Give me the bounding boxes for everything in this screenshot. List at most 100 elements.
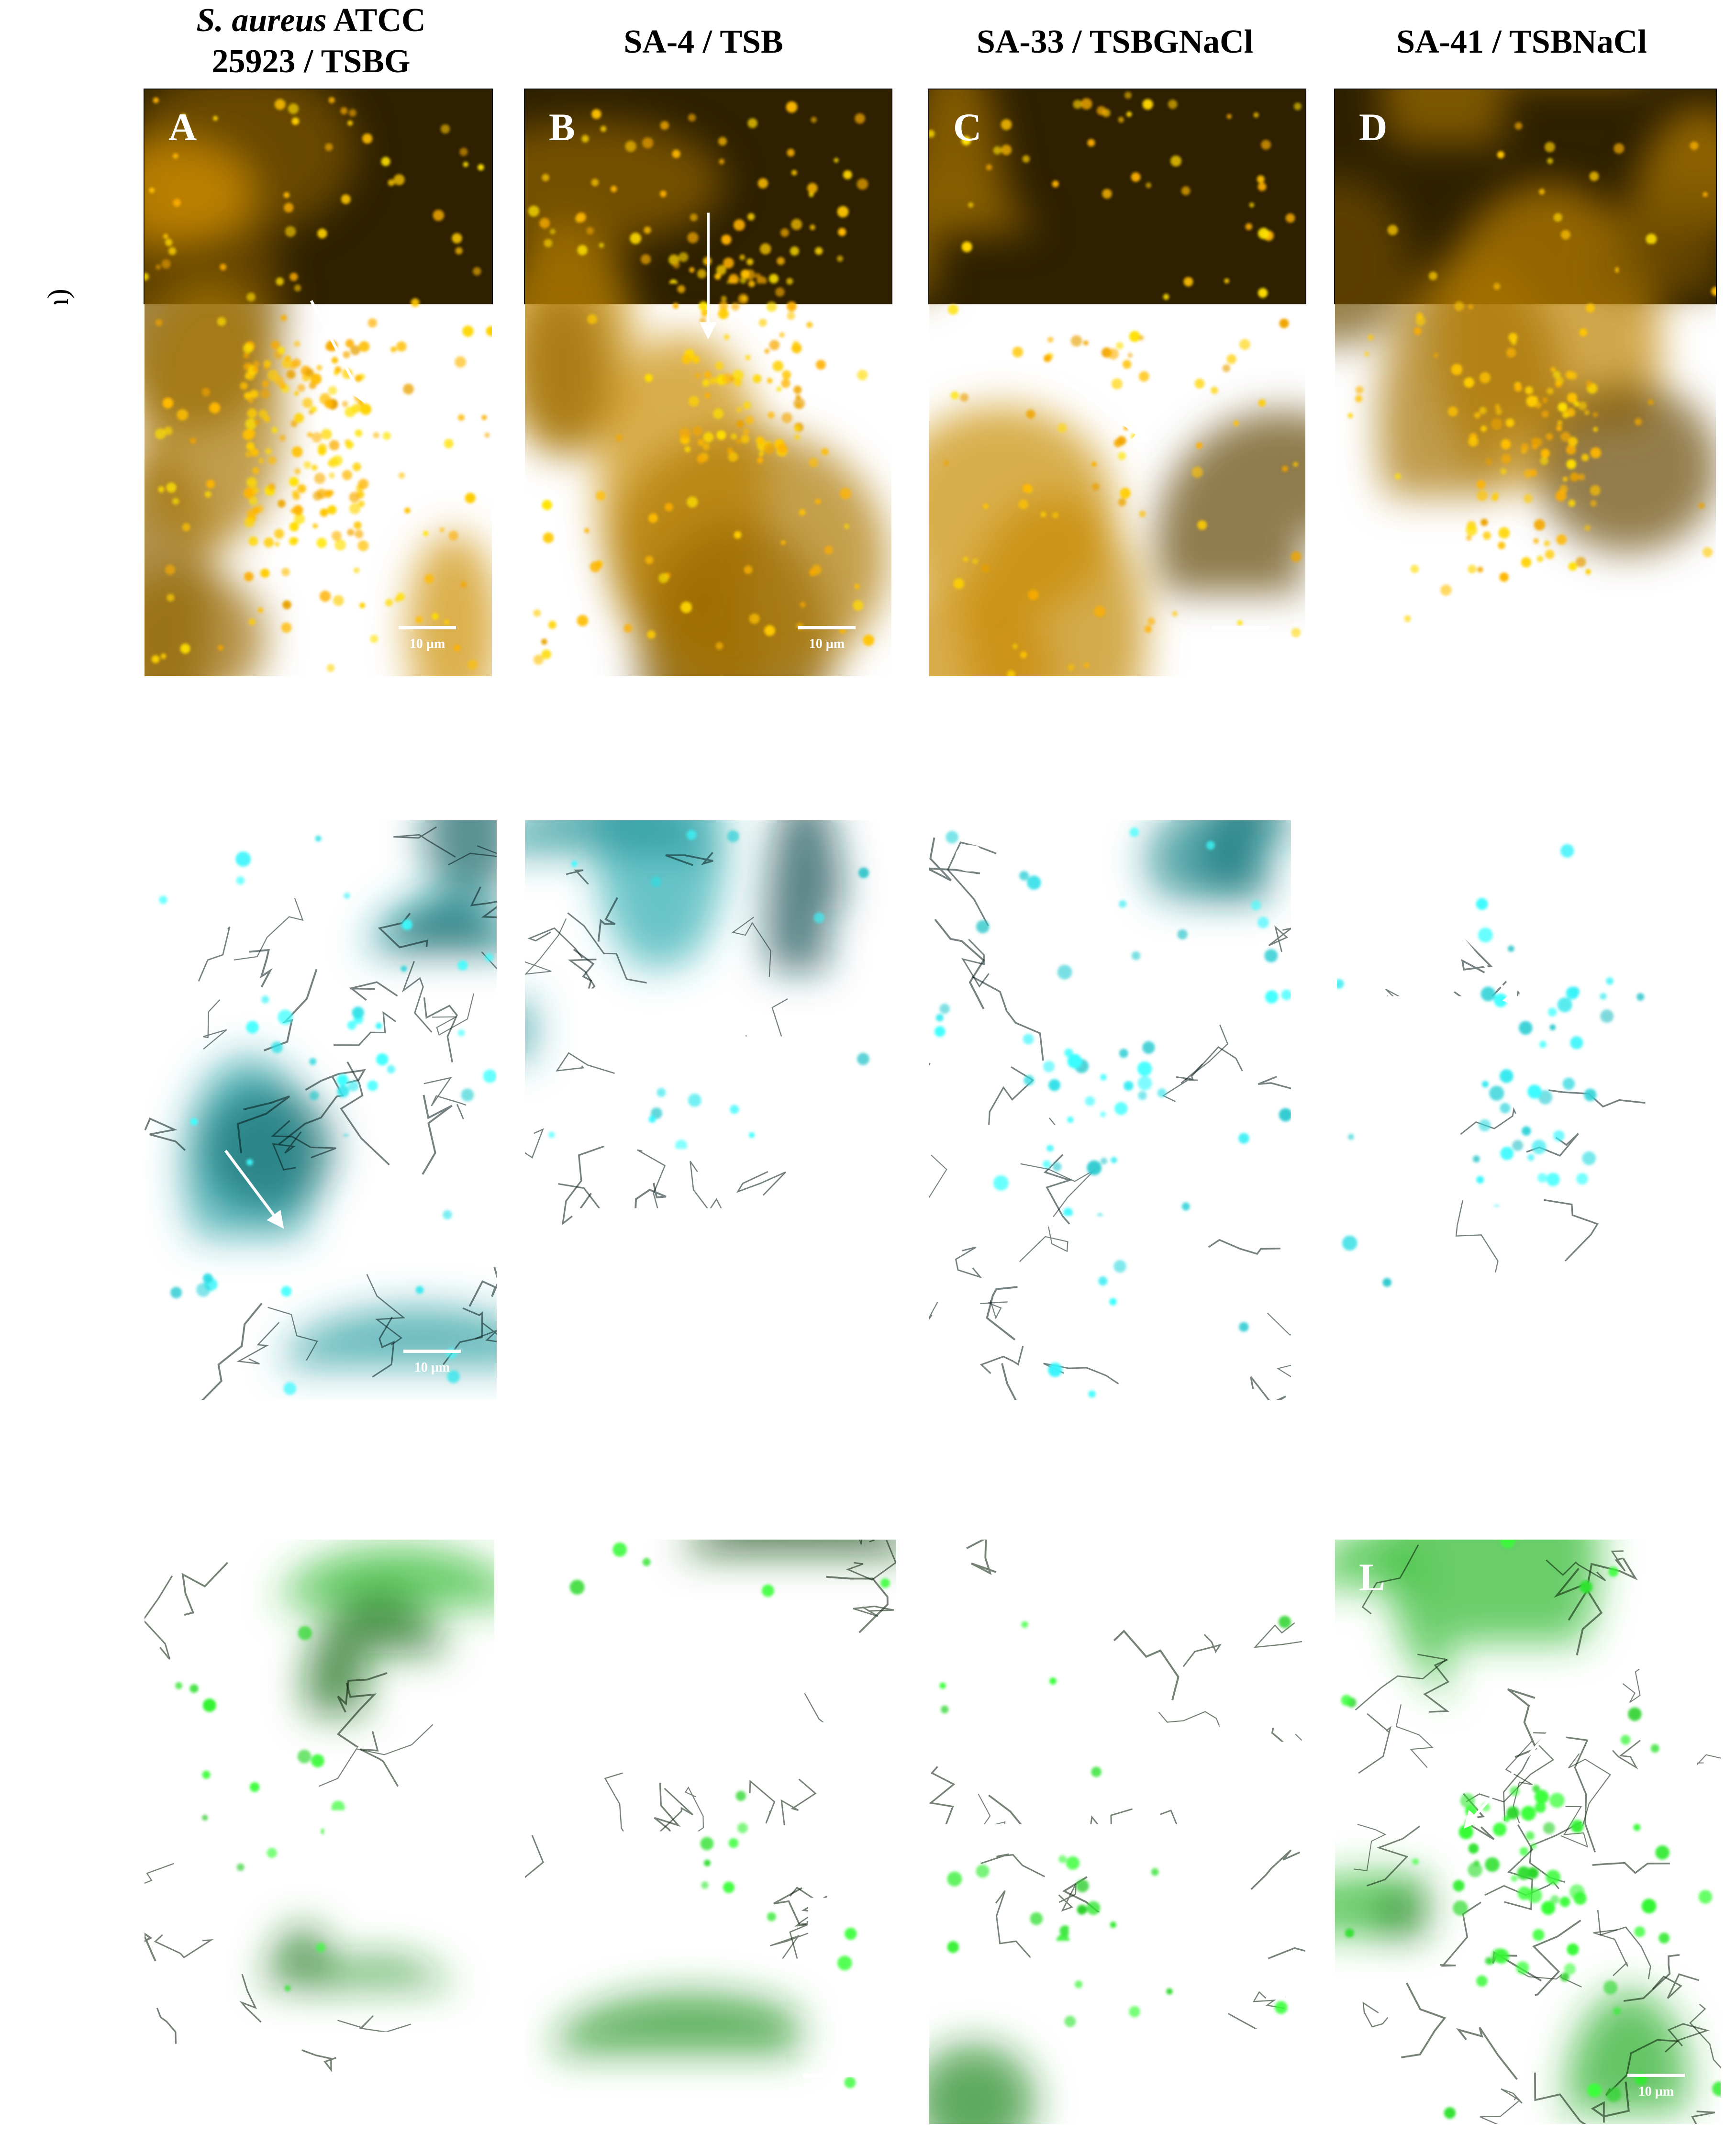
scale-bar-label: 10 µm — [798, 637, 856, 652]
row-label-line2: Cell (WGA stain) — [40, 1534, 82, 2156]
micrograph-image — [525, 89, 891, 676]
panel-letter: A — [168, 105, 197, 150]
scale-bar-label: 10 µm — [401, 2084, 458, 2100]
micrograph-panel-i: I 10 µm — [144, 1539, 495, 2125]
micrograph-image — [929, 1540, 1305, 2124]
scale-bar-label: 10 µm — [793, 1360, 851, 1375]
micrograph-panel-b: B 10 µm — [524, 89, 892, 677]
scale-bar-line — [798, 626, 856, 629]
scale-bar-line — [1212, 626, 1269, 629]
scale-bar-label: 10 µm — [1212, 2084, 1269, 2100]
title-line2: 25923 / TSB — [144, 1489, 479, 1530]
micrograph-image — [525, 1540, 896, 2124]
micrograph-panel-j: J 10 µm — [524, 1539, 897, 2125]
panel-title-h: SA-41 / TSBNaCl — [1330, 749, 1713, 790]
micrograph-panel-k: K 10 µm — [928, 1539, 1306, 2125]
micrograph-image — [145, 820, 497, 1400]
scale-bar-line — [1198, 1350, 1255, 1353]
row-label-line2: Cell (SYPRO stain) — [45, 816, 87, 1438]
panel-letter: L — [1359, 1555, 1385, 1600]
scale-bar-label: 10 µm — [1198, 1360, 1255, 1375]
scale-bar: 10 µm — [399, 626, 456, 644]
scale-bar-line — [1623, 626, 1680, 629]
panel-letter: E — [168, 836, 195, 881]
panel-title-i: S. aureus ATCC 25923 / TSB — [144, 1448, 479, 1530]
scale-bar-label: 10 µm — [803, 2084, 860, 2100]
row-label-wga: CLSM Cell (WGA stain) — [0, 1534, 93, 2156]
scale-bar-line — [803, 2074, 860, 2077]
scale-bar-label: 10 µm — [403, 1360, 461, 1375]
micrograph-image — [929, 820, 1291, 1400]
scale-bar-label: 10 µm — [1628, 1360, 1686, 1375]
scale-bar-line — [403, 1350, 461, 1353]
panel-title-a: S. aureus ATCC 25923 / TSBG — [144, 0, 479, 82]
scale-bar: 10 µm — [1212, 626, 1269, 644]
micrograph-image — [1337, 820, 1722, 1400]
scale-bar-line — [793, 1350, 851, 1353]
title-strain: ATCC — [327, 1450, 426, 1486]
panel-title-d: SA-41 / TSBNaCl — [1330, 22, 1713, 63]
title-species: S. aureus — [196, 1450, 326, 1486]
panel-letter: G — [953, 836, 984, 881]
panel-title-c: SA-33 / TSBGNaCl — [924, 22, 1306, 63]
panel-letter: J — [549, 1555, 568, 1600]
scale-bar-line — [1628, 1350, 1686, 1353]
row-label-line2: Cell (SYTO stain) — [37, 86, 79, 708]
panel-letter: H — [1361, 836, 1391, 881]
title-strain: ATCC — [327, 2, 426, 39]
scale-bar-label: 10 µm — [1212, 637, 1269, 652]
micrograph-image — [1335, 89, 1716, 676]
micrograph-image — [1335, 1540, 1721, 2124]
micrograph-image — [145, 1540, 494, 2124]
row-label-line1: CLSM — [2, 816, 45, 1438]
row-label-line1: CLSM — [0, 86, 37, 708]
scale-bar: 10 µm — [803, 2074, 860, 2092]
row-label-syto: CLSM Cell (SYTO stain) — [0, 86, 91, 708]
panel-letter: I — [168, 1555, 184, 1600]
panel-title-e: S. aureus ATCC 25923 / TSBNaCl — [144, 727, 479, 810]
scale-bar: 10 µm — [401, 2074, 458, 2092]
scale-bar-label: 10 µm — [399, 637, 456, 652]
title-species: S. aureus — [196, 729, 326, 766]
micrograph-panel-e: E 10 µm — [144, 819, 498, 1401]
panel-title-g: SA-33 /TSBG — [924, 749, 1306, 790]
scale-bar: 10 µm — [798, 626, 856, 644]
scale-bar-label: 10 µm — [1627, 2084, 1685, 2100]
scale-bar: 10 µm — [1198, 1350, 1255, 1368]
scale-bar: 10 µm — [1627, 2074, 1685, 2092]
panel-letter: D — [1359, 105, 1387, 150]
scale-bar: 10 µm — [1212, 2074, 1269, 2092]
micrograph-panel-g: G 10 µm — [928, 819, 1292, 1401]
micrograph-panel-f: F 10 µm — [524, 819, 888, 1401]
micrograph-panel-d: D 10µm — [1334, 89, 1717, 677]
panel-letter: C — [953, 105, 981, 150]
micrograph-image — [145, 89, 492, 676]
panel-title-j: SA-4 / TSBG — [526, 1469, 880, 1510]
panel-title-l: SA-41 / TSBNaCl — [1330, 1469, 1713, 1510]
scale-bar: 10 µm — [1628, 1350, 1686, 1368]
title-line2: 25923 / TSBG — [144, 41, 479, 82]
scale-bar-line — [401, 2074, 458, 2077]
micrograph-image — [525, 820, 887, 1400]
micrograph-image — [929, 89, 1305, 676]
scale-bar: 10 µm — [793, 1350, 851, 1368]
micrograph-panel-a: A 10 µm — [144, 89, 493, 677]
title-species: S. aureus — [196, 2, 326, 39]
scale-bar-label: 10µm — [1623, 637, 1680, 652]
scale-bar: 10 µm — [403, 1350, 461, 1368]
micrograph-panel-c: C 10 µm — [928, 89, 1306, 677]
panel-letter: K — [953, 1555, 984, 1600]
title-line2: 25923 / TSBNaCl — [144, 769, 479, 810]
micrograph-panel-h: H 10 µm — [1336, 819, 1723, 1401]
panel-letter: B — [549, 105, 575, 150]
scale-bar-line — [1212, 2074, 1269, 2077]
panel-letter: F — [549, 836, 573, 881]
title-strain: ATCC — [327, 729, 426, 766]
panel-title-f: SA-4 / TSBNaCl — [526, 749, 880, 790]
row-label-line1: CLSM — [0, 1534, 40, 2156]
scale-bar-line — [399, 626, 456, 629]
scale-bar-line — [1627, 2074, 1685, 2077]
panel-title-k: SA-33 / TSBG — [924, 1469, 1306, 1510]
scale-bar: 10µm — [1623, 626, 1680, 644]
row-label-sypro: CLSM Cell (SYPRO stain) — [2, 816, 98, 1438]
